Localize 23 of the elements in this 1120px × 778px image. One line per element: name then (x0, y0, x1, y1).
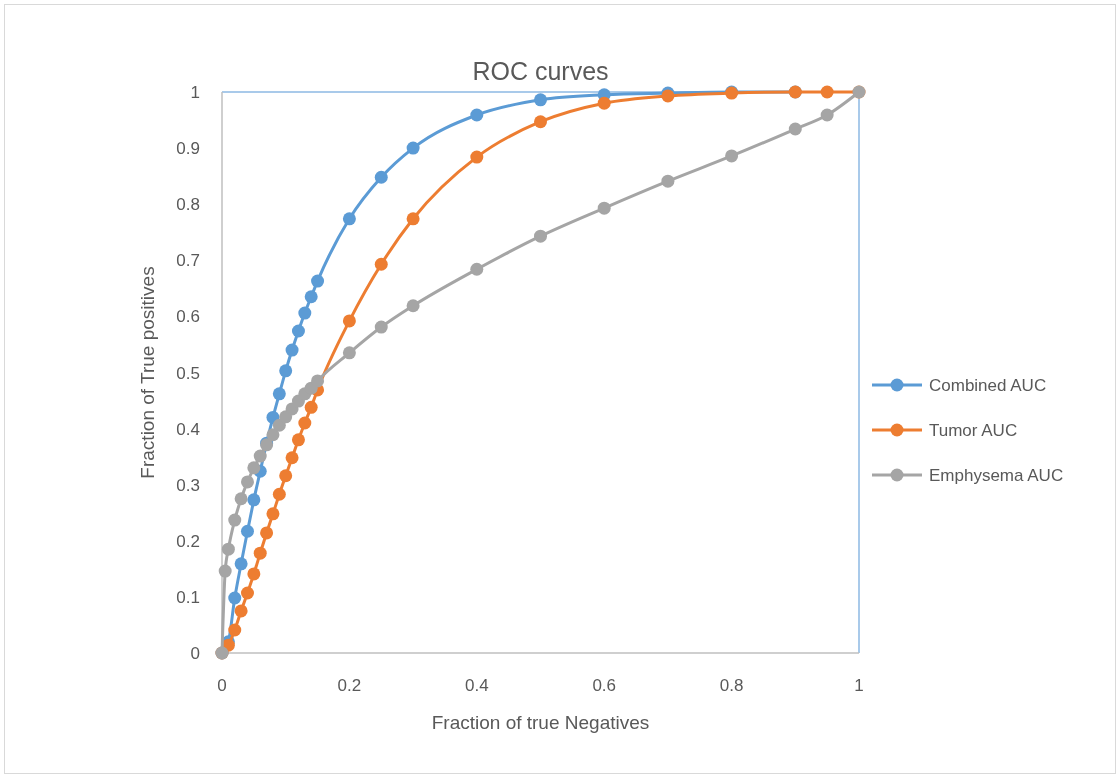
x-tick-label: 0.8 (719, 676, 744, 695)
x-tick-label: 0.2 (337, 676, 362, 695)
y-tick-label: 0.6 (176, 307, 200, 327)
x-tick-label: 1 (854, 676, 864, 695)
y-tick-label: 0.8 (176, 195, 200, 215)
y-axis-title: Fraction of True positives (137, 266, 158, 479)
chart-title: ROC curves (472, 57, 609, 85)
x-tick-label: 0.6 (592, 676, 617, 695)
x-tick-label: 0 (217, 676, 227, 695)
x-axis-title: Fraction of true Negatives (431, 712, 650, 733)
legend-label: Tumor AUC (929, 421, 1018, 440)
legend-label: Combined AUC (929, 376, 1047, 395)
y-tick-label: 0.3 (176, 475, 200, 495)
y-tick-label: 0 (190, 644, 200, 663)
x-tick-label: 0.4 (464, 676, 489, 695)
y-tick-label: 0.7 (176, 251, 200, 271)
legend-label: Emphysema AUC (929, 466, 1064, 485)
y-tick-label: 0.4 (176, 419, 200, 439)
y-tick-label: 1 (190, 83, 200, 102)
y-tick-label: 0.1 (176, 587, 200, 607)
y-tick-label: 0.2 (176, 531, 200, 551)
y-tick-label: 0.9 (176, 139, 200, 159)
y-tick-label: 0.5 (176, 363, 200, 383)
